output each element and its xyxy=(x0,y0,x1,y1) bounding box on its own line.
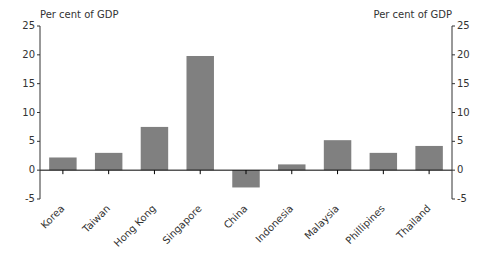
y2-tick xyxy=(452,54,455,55)
y2-tick xyxy=(452,170,455,171)
y-tick-label: 10 xyxy=(22,107,35,118)
y2-tick-label: 25 xyxy=(457,20,470,31)
y-tick-label: 20 xyxy=(22,49,35,60)
x-tick-label: Korea xyxy=(39,203,67,231)
y2-tick xyxy=(452,26,455,27)
y-tick xyxy=(37,83,40,84)
x-tick-label: Phillipines xyxy=(344,203,387,246)
bar xyxy=(324,140,351,170)
y2-tick-label: 5 xyxy=(457,135,463,146)
y-tick xyxy=(37,170,40,171)
y-tick xyxy=(37,26,40,27)
x-tick xyxy=(154,170,155,174)
y-tick xyxy=(37,141,40,142)
y2-tick-label: 15 xyxy=(457,78,470,89)
y-tick xyxy=(37,199,40,200)
bar xyxy=(141,127,168,170)
x-tick-label: Indonesia xyxy=(253,203,295,245)
y2-tick xyxy=(452,83,455,84)
x-tick xyxy=(108,170,109,174)
y-axis-label: Per cent of GDP xyxy=(40,9,119,20)
x-tick-label: Hong Kong xyxy=(112,203,158,249)
chart: -5 0 5 10 15 20 25 -5 0 5 10 15 20 25 Korea TaiwanHong … xyxy=(0,0,492,265)
x-tick xyxy=(200,170,201,174)
y-tick-label: 15 xyxy=(22,78,35,89)
bar xyxy=(278,164,305,170)
y2-tick-label: 0 xyxy=(457,164,463,175)
x-tick xyxy=(383,170,384,174)
x-tick xyxy=(291,170,292,174)
x-tick xyxy=(62,170,63,174)
y2-tick-label: 10 xyxy=(457,107,470,118)
y-tick xyxy=(37,112,40,113)
y2-tick-label: -5 xyxy=(457,193,467,204)
y-tick xyxy=(37,54,40,55)
y-tick-label: 0 xyxy=(29,164,35,175)
bar xyxy=(186,56,213,170)
x-tick-label: Singapore xyxy=(160,203,203,246)
x-tick-label: China xyxy=(222,203,250,231)
x-tick xyxy=(337,170,338,174)
bar xyxy=(95,153,122,170)
y2-tick xyxy=(452,112,455,113)
y2-axis-label: Per cent of GDP xyxy=(373,9,452,20)
x-tick-label: Thailand xyxy=(394,203,433,242)
chart-container: -5 0 5 10 15 20 25 -5 0 5 10 15 20 25 Korea TaiwanHong … xyxy=(0,0,492,265)
bar xyxy=(370,153,397,170)
bars xyxy=(49,56,443,187)
x-tick-label: Taiwan xyxy=(80,203,113,236)
y2-tick xyxy=(452,199,455,200)
y-tick-label: 5 xyxy=(29,135,35,146)
y-tick-label: -5 xyxy=(25,193,35,204)
y-tick-label: 25 xyxy=(22,20,35,31)
y2-tick xyxy=(452,141,455,142)
bar xyxy=(49,157,76,170)
y2-tick-label: 20 xyxy=(457,49,470,60)
bar xyxy=(232,170,259,187)
x-tick-label: Malaysia xyxy=(302,203,341,242)
x-tick xyxy=(246,170,247,174)
bar xyxy=(415,146,442,170)
x-tick xyxy=(429,170,430,174)
